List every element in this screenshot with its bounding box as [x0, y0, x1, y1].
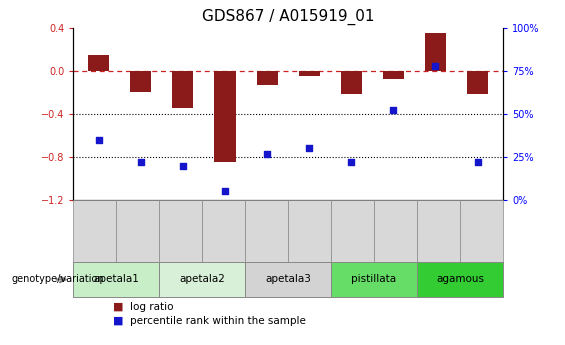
- Text: ■: ■: [113, 302, 124, 312]
- Point: [220, 189, 229, 194]
- Text: apetala3: apetala3: [265, 275, 311, 284]
- Bar: [425, 33, 446, 71]
- Text: apetala1: apetala1: [93, 275, 140, 284]
- Text: agamous: agamous: [436, 275, 484, 284]
- Bar: [172, 71, 193, 108]
- Text: percentile rank within the sample: percentile rank within the sample: [130, 316, 306, 326]
- Text: log ratio: log ratio: [130, 302, 173, 312]
- Point: [305, 146, 314, 151]
- Text: pistillata: pistillata: [351, 275, 397, 284]
- Point: [136, 159, 145, 165]
- Bar: [215, 71, 236, 162]
- Point: [347, 159, 356, 165]
- Text: apetala2: apetala2: [179, 275, 225, 284]
- Point: [179, 163, 188, 168]
- Title: GDS867 / A015919_01: GDS867 / A015919_01: [202, 9, 375, 25]
- Bar: [299, 71, 320, 76]
- Bar: [383, 71, 404, 79]
- Point: [389, 108, 398, 113]
- Text: genotype/variation: genotype/variation: [11, 275, 104, 284]
- Bar: [467, 71, 488, 95]
- Text: ■: ■: [113, 316, 124, 326]
- Bar: [88, 55, 109, 71]
- Point: [473, 159, 482, 165]
- Bar: [257, 71, 277, 85]
- Point: [94, 137, 103, 142]
- Bar: [341, 71, 362, 95]
- Point: [431, 63, 440, 68]
- Bar: [131, 71, 151, 92]
- Point: [263, 151, 272, 156]
